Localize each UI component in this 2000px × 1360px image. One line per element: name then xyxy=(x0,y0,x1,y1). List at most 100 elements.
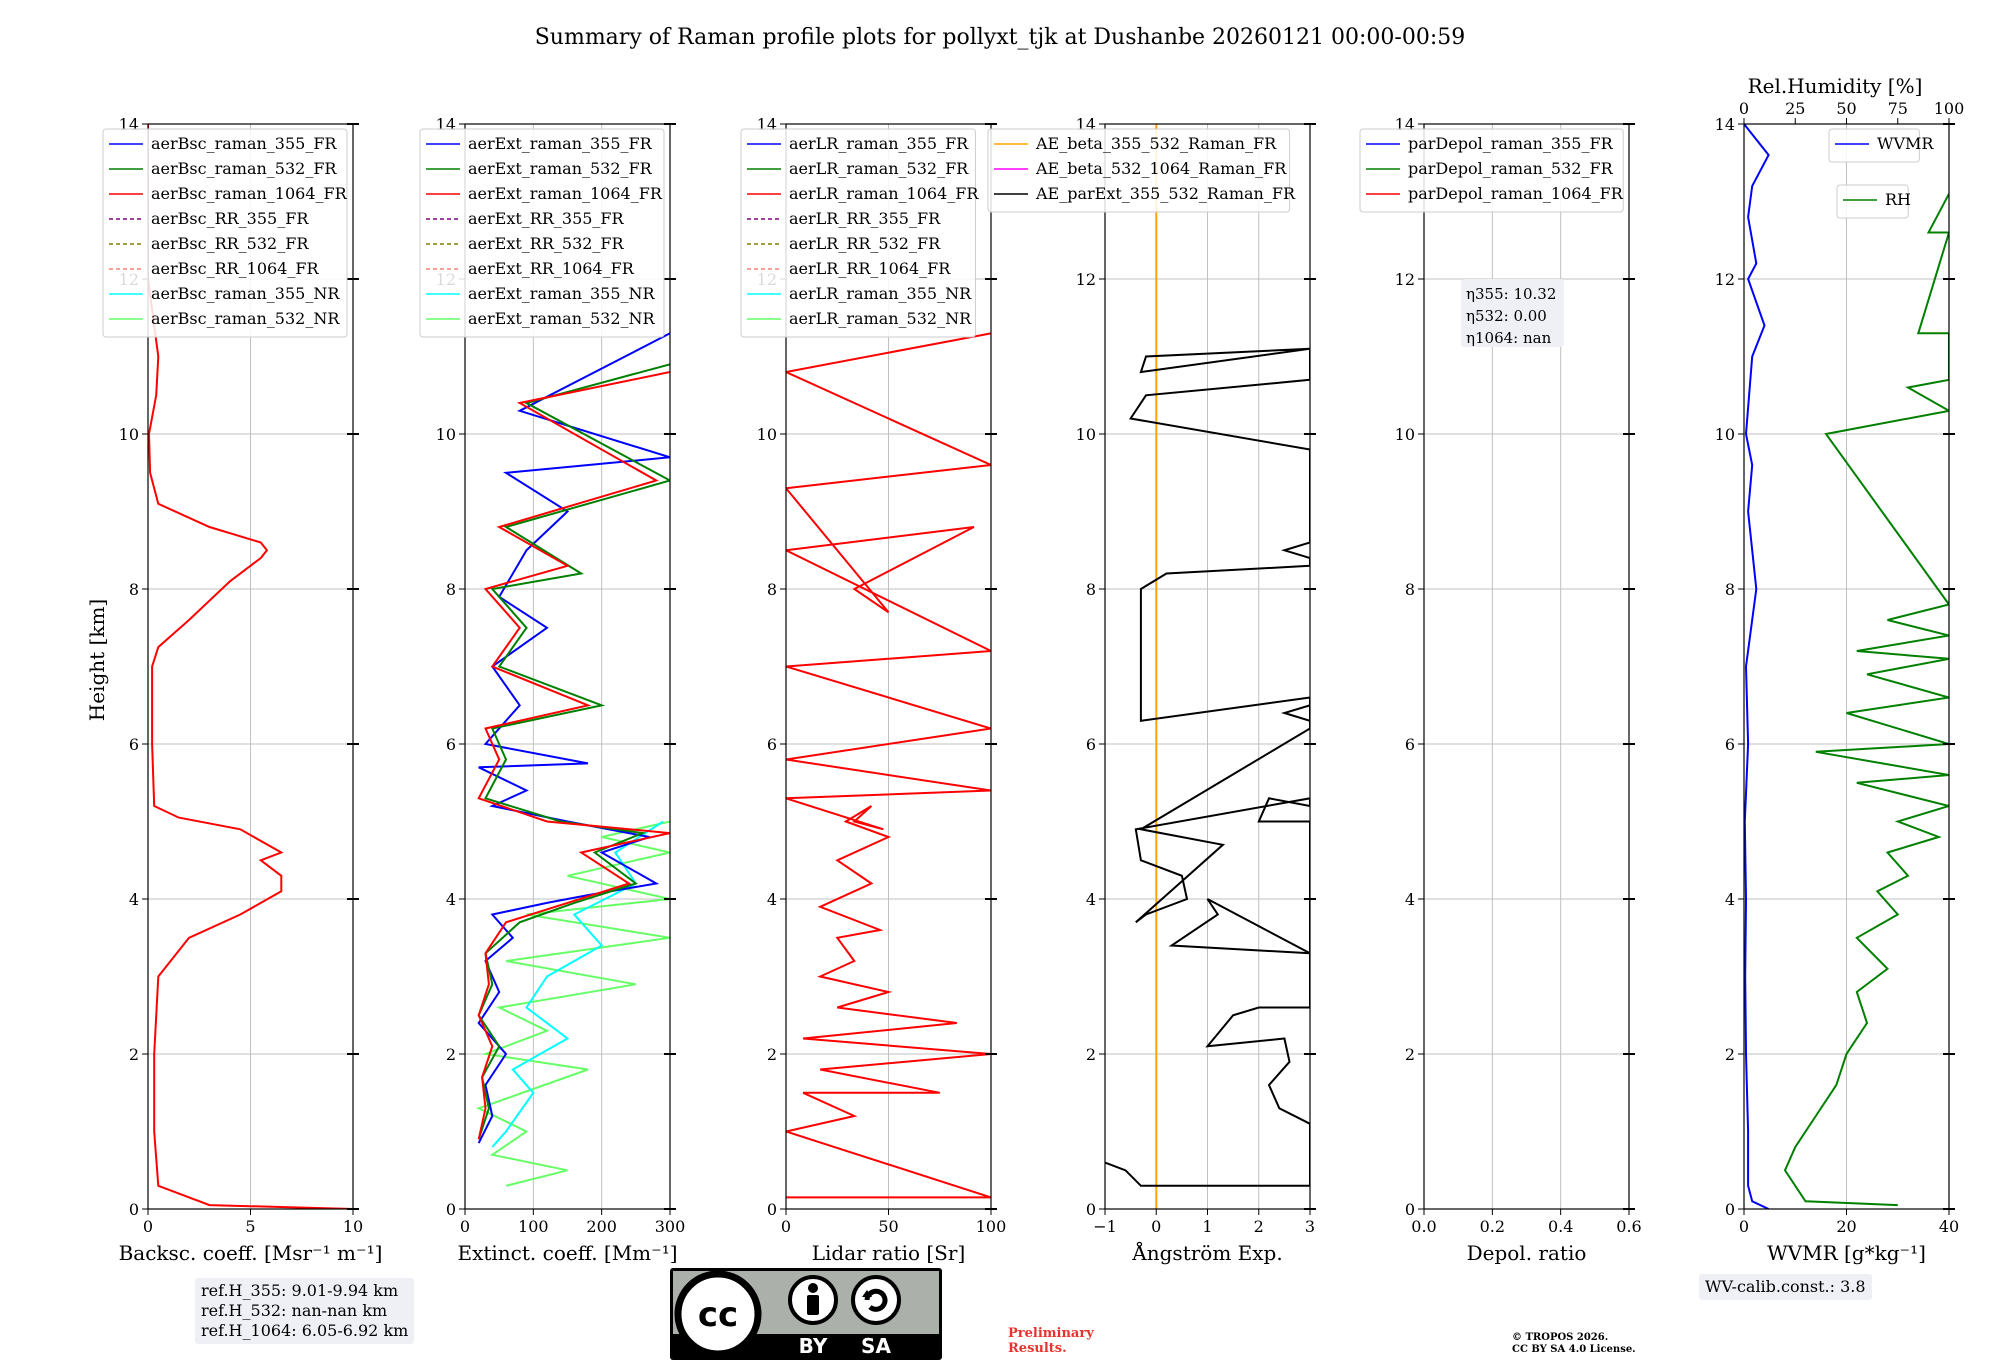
y-tick-label: 12 xyxy=(1076,270,1096,289)
plot-area xyxy=(148,124,353,1209)
y-tick-label: 8 xyxy=(767,580,777,599)
chart-panel-1: 051002468101214Backsc. coeff. [Msr⁻¹ m⁻¹… xyxy=(102,115,382,1265)
plot-area xyxy=(1105,124,1310,1209)
legend-entry: AE_parExt_355_532_Raman_FR xyxy=(1035,184,1296,203)
y-tick-label: 10 xyxy=(1715,425,1735,444)
plot-area xyxy=(476,332,670,1187)
x-tick-label: 50 xyxy=(878,1217,898,1236)
legend-box xyxy=(740,128,976,338)
y-tick-label: 4 xyxy=(1086,890,1096,909)
y-tick-label: 0 xyxy=(1725,1200,1735,1219)
x-tick-label: 5 xyxy=(245,1217,255,1236)
y-tick-label: 2 xyxy=(1086,1045,1096,1064)
y-tick-label: 10 xyxy=(436,425,456,444)
legend-entry: aerExt_raman_355_FR xyxy=(468,134,653,153)
y-tick-label: 2 xyxy=(129,1045,139,1064)
legend-box xyxy=(1828,128,1920,163)
y-tick-label: 4 xyxy=(446,890,456,909)
y-tick-label: 6 xyxy=(1405,735,1415,754)
x-tick-label: 0 xyxy=(460,1217,470,1236)
y-tick-label: 2 xyxy=(446,1045,456,1064)
x-tick-label: 0 xyxy=(1739,1217,1749,1236)
sa-label: SA xyxy=(861,1334,891,1358)
x-tick-label: 200 xyxy=(586,1217,617,1236)
legend-entry: aerExt_raman_532_FR xyxy=(468,159,653,178)
legend-entry: parDepol_raman_1064_FR xyxy=(1408,184,1624,203)
x-tick-label: 20 xyxy=(1836,1217,1856,1236)
wv-calib-box: WV-calib.const.: 3.8 xyxy=(1699,1274,1872,1300)
x-tick-label: 0.0 xyxy=(1411,1217,1436,1236)
legend-entry: aerBsc_raman_355_FR xyxy=(151,134,337,153)
x-axis-label: Extinct. coeff. [Mm⁻¹] xyxy=(457,1241,677,1265)
preliminary-line-2: Results. xyxy=(1008,1341,1067,1356)
preliminary-note: Preliminary Results. xyxy=(1008,1326,1094,1356)
legend-entry: WVMR xyxy=(1877,134,1934,153)
legend-entry: aerLR_raman_532_FR xyxy=(789,159,969,178)
x-tick-label: 1 xyxy=(1202,1217,1212,1236)
legend-entry: aerBsc_RR_355_FR xyxy=(151,209,309,228)
y-tick-label: 2 xyxy=(767,1045,777,1064)
legend-entry: aerExt_raman_1064_FR xyxy=(468,184,663,203)
x-tick-label: 0 xyxy=(781,1217,791,1236)
chart-panel-2: 010020030002468101214Extinct. coeff. [Mm… xyxy=(419,115,685,1265)
eta-value: η355: 10.32 xyxy=(1466,285,1556,303)
ref-heights-box: ref.H_355: 9.01-9.94 km ref.H_532: nan-n… xyxy=(195,1278,415,1344)
legend-entry: AE_beta_355_532_Raman_FR xyxy=(1035,134,1277,153)
y-tick-label: 0 xyxy=(1086,1200,1096,1219)
y-tick-label: 6 xyxy=(446,735,456,754)
legend-entry: aerBsc_raman_532_NR xyxy=(151,309,340,328)
copyright-note: © TROPOS 2026. CC BY SA 4.0 License. xyxy=(1512,1332,1636,1356)
sa-icon xyxy=(851,1275,901,1325)
x-tick-label: −1 xyxy=(1093,1217,1117,1236)
legend-box xyxy=(987,128,1291,213)
panels-group: 051002468101214Backsc. coeff. [Msr⁻¹ m⁻¹… xyxy=(102,99,1964,1265)
legend-entry: aerExt_RR_532_FR xyxy=(468,234,625,253)
copyright-line-2: CC BY SA 4.0 License. xyxy=(1512,1344,1636,1355)
eta-value: η1064: nan xyxy=(1466,329,1552,347)
x-tick-label: 0.2 xyxy=(1480,1217,1505,1236)
y-tick-label: 10 xyxy=(1395,425,1415,444)
x-tick-label: 2 xyxy=(1254,1217,1264,1236)
y-tick-label: 0 xyxy=(446,1200,456,1219)
legend-entry: aerLR_raman_532_NR xyxy=(789,309,972,328)
y-tick-label: 14 xyxy=(1715,115,1735,134)
plot-area xyxy=(786,332,991,1199)
y-tick-label: 8 xyxy=(446,580,456,599)
legend-rh-entry: RH xyxy=(1885,190,1911,209)
legend-entry: parDepol_raman_355_FR xyxy=(1408,134,1614,153)
y-tick-label: 4 xyxy=(1725,890,1735,909)
x-tick-label: 40 xyxy=(1939,1217,1959,1236)
y-tick-label: 0 xyxy=(767,1200,777,1219)
cc-icon-text: cc xyxy=(698,1295,738,1335)
ref-height-532: ref.H_532: nan-nan km xyxy=(201,1301,388,1320)
y-tick-label: 2 xyxy=(1405,1045,1415,1064)
y-tick-label: 8 xyxy=(1725,580,1735,599)
x-tick-label: 0.6 xyxy=(1616,1217,1641,1236)
ylabel-height: Height [km] xyxy=(85,599,109,721)
series-aerExt_raman_532_FR xyxy=(477,363,670,1140)
copyright-line-1: © TROPOS 2026. xyxy=(1512,1332,1609,1343)
series-aerExt_raman_355_NR xyxy=(491,820,664,1148)
y-tick-label: 10 xyxy=(757,425,777,444)
legend-rh-box xyxy=(1836,184,1909,219)
legend-box xyxy=(419,128,665,338)
legend-entry: aerLR_RR_532_FR xyxy=(789,234,941,253)
series-AE_parExt_355_532_Raman_FR xyxy=(1105,347,1310,1187)
cc-license-badge: cc BY SA xyxy=(670,1268,942,1360)
top-x-tick-label: 50 xyxy=(1836,99,1856,118)
y-tick-label: 4 xyxy=(767,890,777,909)
plot-area xyxy=(1744,124,1949,1209)
preliminary-line-1: Preliminary xyxy=(1008,1326,1094,1341)
top-x-tick-label: 75 xyxy=(1888,99,1908,118)
x-tick-label: 100 xyxy=(518,1217,549,1236)
x-tick-label: 0 xyxy=(143,1217,153,1236)
rh-axis-label: Rel.Humidity [%] xyxy=(1748,74,1923,98)
series-RH xyxy=(1783,193,1949,1207)
x-tick-label: 3 xyxy=(1305,1217,1315,1236)
y-tick-label: 0 xyxy=(1405,1200,1415,1219)
legend-entry: parDepol_raman_532_FR xyxy=(1408,159,1614,178)
series-aerLR_raman_1064_FR xyxy=(786,332,991,1199)
y-tick-label: 8 xyxy=(129,580,139,599)
